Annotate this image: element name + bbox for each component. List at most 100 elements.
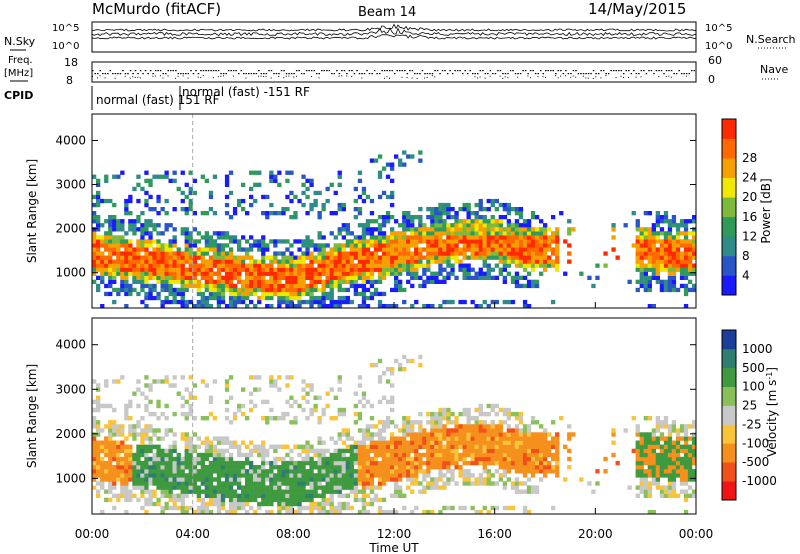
velocity-cell — [555, 440, 560, 445]
velocity-cell — [144, 444, 149, 449]
power-cell — [104, 231, 109, 236]
power-cell — [381, 215, 387, 220]
power-cell — [261, 255, 266, 260]
velocity-cell — [663, 444, 669, 449]
velocity-cell — [337, 436, 342, 441]
velocity-cell — [639, 452, 644, 458]
velocity-cell — [228, 444, 234, 449]
velocity-cell — [337, 407, 342, 413]
velocity-cell — [442, 411, 447, 417]
power-cell — [249, 202, 254, 208]
velocity-cell — [410, 420, 415, 425]
velocity-cell — [426, 509, 431, 515]
velocity-cell — [220, 456, 226, 462]
freq-mark — [658, 70, 660, 72]
power-cell — [237, 247, 242, 252]
velocity-cell — [518, 428, 524, 433]
freq-mark — [265, 73, 268, 75]
power-cell — [317, 190, 322, 196]
velocity-cell — [116, 493, 121, 498]
power-cell — [655, 255, 660, 260]
velocity-cell — [172, 448, 177, 454]
power-cell — [635, 223, 640, 228]
nave-mark — [139, 77, 141, 79]
velocity-cell — [156, 448, 161, 454]
velocity-cell — [204, 452, 209, 458]
power-cell — [261, 283, 266, 289]
velocity-cell — [438, 440, 443, 445]
velocity-cell — [148, 448, 153, 454]
power-cell — [422, 231, 427, 236]
power-cell — [184, 231, 189, 236]
power-cell — [377, 223, 383, 228]
power-cell — [104, 267, 109, 272]
velocity-cell — [474, 436, 479, 441]
velocity-cell — [490, 460, 495, 466]
velocity-cell — [168, 481, 173, 486]
velocity-cell — [100, 428, 105, 433]
power-cell — [659, 215, 665, 220]
power-cell — [273, 275, 278, 280]
velocity-cell — [176, 391, 181, 396]
velocity-cell — [128, 460, 133, 466]
velocity-cell — [494, 505, 499, 511]
power-cell — [394, 287, 399, 293]
velocity-cell — [228, 477, 234, 482]
power-cell — [353, 243, 358, 248]
velocity-cell — [325, 391, 330, 396]
power-cell — [365, 275, 371, 280]
power-cell — [377, 239, 383, 244]
velocity-cell — [241, 493, 246, 498]
power-cell — [192, 259, 197, 264]
power-cell — [92, 271, 97, 276]
power-cell — [172, 267, 177, 272]
velocity-cell — [128, 489, 133, 494]
velocity-cell — [156, 469, 161, 474]
freq-mark — [663, 73, 665, 75]
power-cell — [365, 267, 371, 272]
velocity-cell — [156, 452, 161, 458]
power-cell — [228, 279, 234, 284]
freq-mark — [383, 70, 386, 72]
velocity-cell — [313, 452, 318, 458]
velocity-cell — [518, 481, 524, 486]
velocity-cell — [385, 448, 391, 454]
power-cell — [289, 304, 294, 309]
power-cell — [446, 235, 451, 240]
freq-mark — [358, 73, 361, 75]
velocity-cell — [692, 444, 697, 449]
power-cell — [204, 263, 209, 268]
velocity-cell — [156, 473, 161, 478]
velocity-cell — [687, 485, 693, 490]
freq-mark — [195, 70, 197, 72]
nave-mark — [426, 76, 428, 78]
power-cell — [212, 243, 218, 248]
power-cell — [120, 235, 125, 240]
power-cell — [180, 275, 185, 280]
power-cell — [341, 287, 346, 293]
velocity-cell — [309, 469, 314, 474]
power-cell — [305, 299, 310, 305]
power-cell — [237, 198, 242, 204]
power-cell — [647, 211, 652, 216]
velocity-cell — [144, 452, 149, 458]
velocity-cell — [249, 460, 254, 466]
power-cell — [522, 267, 528, 272]
velocity-cell — [273, 465, 278, 470]
velocity-cell — [265, 452, 270, 458]
velocity-cell — [333, 456, 338, 462]
power-cell — [337, 263, 342, 268]
power-cell — [490, 198, 495, 204]
velocity-cell — [353, 448, 358, 454]
velocity-cell — [269, 375, 274, 380]
power-cell — [478, 247, 483, 252]
power-cell — [530, 255, 536, 260]
power-cell — [337, 170, 342, 175]
velocity-cell — [224, 489, 230, 494]
velocity-cell — [462, 473, 467, 478]
power-cell — [506, 259, 511, 264]
power-cell — [321, 287, 326, 293]
power-colorbar-swatch — [722, 197, 736, 218]
noise-tick-right-lo: 10^0 — [705, 41, 732, 52]
velocity-cell — [398, 477, 403, 482]
